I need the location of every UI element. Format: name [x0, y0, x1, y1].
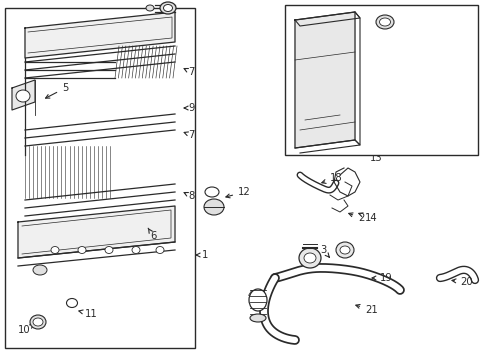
Ellipse shape — [146, 5, 154, 11]
Ellipse shape — [163, 4, 172, 12]
Text: 13: 13 — [369, 153, 382, 163]
Text: 7: 7 — [184, 67, 194, 77]
Polygon shape — [12, 80, 35, 110]
Text: 9: 9 — [184, 103, 194, 113]
Ellipse shape — [132, 247, 140, 253]
Ellipse shape — [105, 247, 113, 253]
Polygon shape — [294, 12, 354, 148]
Ellipse shape — [78, 247, 86, 253]
Ellipse shape — [66, 298, 77, 307]
Text: 10: 10 — [18, 325, 34, 335]
Ellipse shape — [335, 242, 353, 258]
Text: 14: 14 — [358, 213, 377, 223]
Ellipse shape — [203, 199, 224, 215]
Ellipse shape — [375, 15, 393, 29]
Ellipse shape — [30, 315, 46, 329]
Ellipse shape — [339, 246, 349, 254]
Ellipse shape — [204, 187, 219, 197]
Bar — [285, 5, 477, 155]
Text: 3: 3 — [319, 245, 328, 257]
Ellipse shape — [16, 90, 30, 102]
Text: 19: 19 — [371, 273, 392, 283]
Polygon shape — [18, 206, 175, 258]
Text: 12: 12 — [225, 187, 250, 198]
Ellipse shape — [33, 318, 43, 326]
Text: 8: 8 — [184, 191, 194, 201]
Ellipse shape — [33, 265, 47, 275]
Ellipse shape — [51, 247, 59, 253]
Text: 20: 20 — [451, 277, 472, 287]
Polygon shape — [25, 12, 175, 58]
Ellipse shape — [248, 289, 266, 311]
Text: 4: 4 — [247, 290, 259, 302]
Text: 15: 15 — [401, 23, 424, 33]
Text: 7: 7 — [184, 130, 194, 140]
Ellipse shape — [379, 18, 390, 26]
Ellipse shape — [298, 248, 320, 268]
Text: 1: 1 — [196, 250, 208, 260]
Text: 5: 5 — [45, 83, 68, 98]
Ellipse shape — [304, 253, 315, 263]
Text: 16: 16 — [443, 117, 462, 127]
Text: 2: 2 — [348, 213, 364, 223]
Text: 18: 18 — [321, 173, 342, 183]
Bar — [5, 8, 195, 348]
Text: 6: 6 — [148, 228, 156, 241]
Text: 17: 17 — [408, 63, 427, 73]
Ellipse shape — [160, 2, 176, 14]
Text: 11: 11 — [79, 309, 98, 319]
Ellipse shape — [249, 314, 265, 322]
Ellipse shape — [156, 247, 163, 253]
Text: 21: 21 — [355, 305, 377, 315]
